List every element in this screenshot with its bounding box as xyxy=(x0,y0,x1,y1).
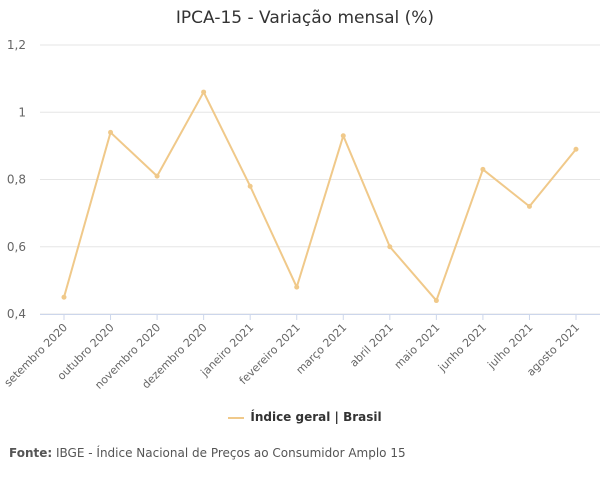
data-point xyxy=(61,294,67,300)
legend-swatch xyxy=(228,416,245,419)
data-point xyxy=(480,166,486,172)
data-point xyxy=(526,203,532,209)
y-tick-label: 1 xyxy=(18,105,26,119)
data-point xyxy=(294,284,300,290)
series-line xyxy=(63,91,577,302)
chart-title: IPCA-15 - Variação mensal (%) xyxy=(175,8,435,28)
y-tick-label: 1,2 xyxy=(7,38,26,52)
data-point xyxy=(573,146,579,152)
data-point xyxy=(433,298,439,304)
data-point xyxy=(247,183,253,189)
data-point xyxy=(154,173,160,179)
y-tick-label: 0,6 xyxy=(7,240,26,254)
data-point xyxy=(340,133,346,139)
source-text: IBGE - Índice Nacional de Preços ao Cons… xyxy=(56,446,406,460)
legend[interactable]: Índice geral | Brasil xyxy=(0,410,610,424)
data-point xyxy=(387,244,393,250)
legend-label: Índice geral | Brasil xyxy=(250,410,382,424)
data-point xyxy=(108,129,114,135)
data-point xyxy=(201,89,207,95)
x-tick-label: maio 2021 xyxy=(392,321,443,372)
x-tick-label: abril 2021 xyxy=(347,321,396,370)
y-tick-label: 0,4 xyxy=(7,307,26,321)
y-tick-label: 0,8 xyxy=(7,173,26,187)
x-tick-label: junho 2021 xyxy=(435,321,489,375)
x-tick-label: julho 2021 xyxy=(484,321,535,372)
source-label: Fonte: xyxy=(9,446,53,460)
source-note: Fonte: IBGE - Índice Nacional de Preços … xyxy=(9,446,406,460)
